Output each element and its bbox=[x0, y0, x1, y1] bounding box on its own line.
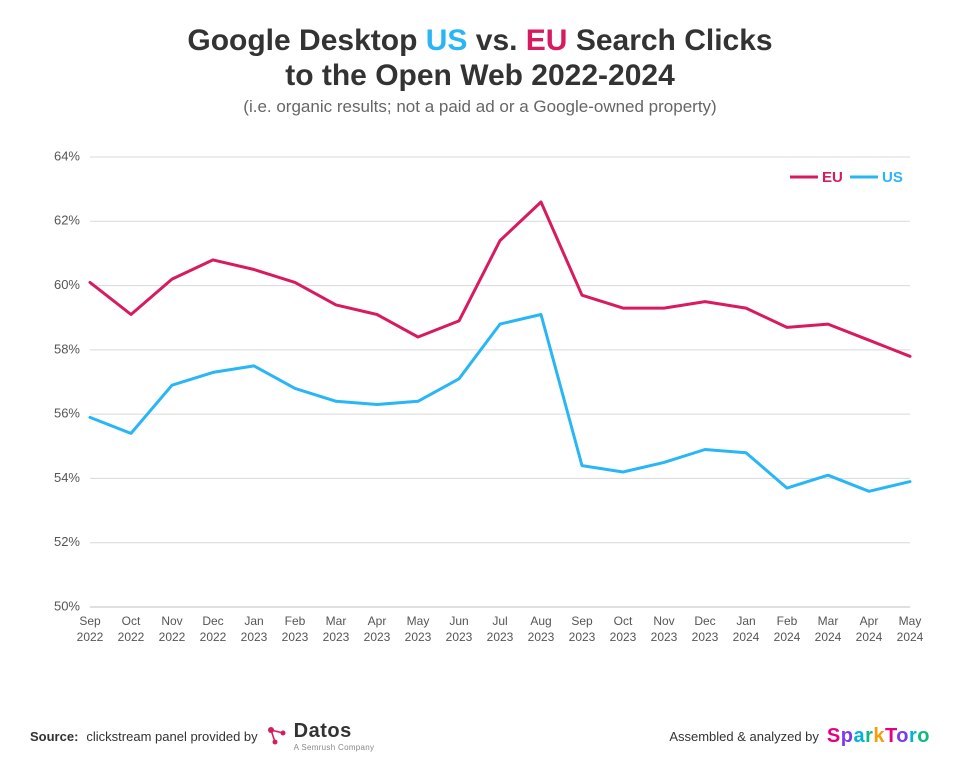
footer-right: Assembled & analyzed by SparkToro bbox=[669, 725, 930, 748]
x-axis-label-month: Jan bbox=[244, 614, 263, 628]
x-axis-label-year: 2024 bbox=[774, 630, 801, 644]
x-axis-label-month: Nov bbox=[161, 614, 182, 628]
y-axis-label: 64% bbox=[54, 148, 80, 163]
x-axis-label-month: Apr bbox=[860, 614, 879, 628]
y-axis-label: 50% bbox=[54, 598, 80, 613]
x-axis-label-month: Sep bbox=[571, 614, 593, 628]
datos-word: Datos bbox=[294, 720, 375, 743]
datos-sub: A Semrush Company bbox=[294, 743, 375, 752]
x-axis-label-year: 2023 bbox=[692, 630, 719, 644]
y-axis-label: 52% bbox=[54, 534, 80, 549]
x-axis-label-month: Jul bbox=[492, 614, 507, 628]
x-axis-label-month: Mar bbox=[326, 614, 347, 628]
x-axis-label-month: Dec bbox=[202, 614, 223, 628]
x-axis-label-year: 2022 bbox=[200, 630, 227, 644]
x-axis-label-year: 2023 bbox=[651, 630, 678, 644]
title-line1-post: Search Clicks bbox=[567, 24, 772, 57]
x-axis-label-year: 2022 bbox=[77, 630, 104, 644]
x-axis-label-year: 2023 bbox=[446, 630, 473, 644]
title-eu: EU bbox=[526, 24, 568, 57]
chart-subtitle: (i.e. organic results; not a paid ad or … bbox=[30, 97, 930, 117]
title-us: US bbox=[426, 24, 468, 57]
footer-left: Source: clickstream panel provided by Da… bbox=[30, 720, 374, 752]
y-axis-label: 56% bbox=[54, 406, 80, 421]
x-axis-label-month: Feb bbox=[777, 614, 798, 628]
datos-mark-icon bbox=[266, 725, 288, 747]
x-axis-label-month: Feb bbox=[285, 614, 306, 628]
x-axis-label-year: 2023 bbox=[569, 630, 596, 644]
x-axis-label-year: 2023 bbox=[282, 630, 309, 644]
x-axis-label-year: 2022 bbox=[118, 630, 145, 644]
legend-label-eu: EU bbox=[822, 169, 843, 186]
footer-source-text: clickstream panel provided by bbox=[86, 729, 257, 744]
title-line1-pre: Google Desktop bbox=[187, 24, 425, 57]
y-axis-label: 60% bbox=[54, 277, 80, 292]
series-line-eu bbox=[90, 202, 910, 356]
x-axis-label-year: 2022 bbox=[159, 630, 186, 644]
y-axis-label: 58% bbox=[54, 341, 80, 356]
series-line-us bbox=[90, 315, 910, 492]
datos-logo: Datos A Semrush Company bbox=[266, 720, 375, 752]
x-axis-label-month: May bbox=[407, 614, 430, 628]
y-axis-label: 54% bbox=[54, 470, 80, 485]
x-axis-label-month: Jan bbox=[736, 614, 755, 628]
chart-title: Google Desktop US vs. EU Search Clicks t… bbox=[30, 24, 930, 93]
y-axis-label: 62% bbox=[54, 213, 80, 228]
x-axis-label-month: Apr bbox=[368, 614, 387, 628]
x-axis-label-month: Oct bbox=[122, 614, 141, 628]
x-axis-label-year: 2023 bbox=[487, 630, 514, 644]
x-axis-label-month: Aug bbox=[530, 614, 551, 628]
title-line1-mid: vs. bbox=[467, 24, 525, 57]
x-axis-label-month: Jun bbox=[449, 614, 468, 628]
x-axis-label-year: 2024 bbox=[856, 630, 883, 644]
footer-right-text: Assembled & analyzed by bbox=[669, 729, 819, 744]
x-axis-label-month: Dec bbox=[694, 614, 715, 628]
x-axis-label-year: 2023 bbox=[528, 630, 555, 644]
x-axis-label-year: 2024 bbox=[815, 630, 842, 644]
line-chart-svg: 50% 52% 54% 56% 58% 60% 62% 64% Sep 2022 Oct 2022 No… bbox=[30, 147, 930, 667]
x-axis-label-month: Sep bbox=[79, 614, 101, 628]
x-axis-label-year: 2023 bbox=[364, 630, 391, 644]
x-axis-label-year: 2023 bbox=[610, 630, 637, 644]
x-axis-label-year: 2024 bbox=[897, 630, 924, 644]
legend-label-us: US bbox=[882, 169, 903, 186]
x-axis-label-month: Mar bbox=[818, 614, 839, 628]
chart-area: 50% 52% 54% 56% 58% 60% 62% 64% Sep 2022 Oct 2022 No… bbox=[30, 147, 930, 667]
x-axis-label-month: May bbox=[899, 614, 922, 628]
x-axis-label-month: Nov bbox=[653, 614, 674, 628]
x-axis-label-year: 2024 bbox=[733, 630, 760, 644]
sparktoro-logo: SparkToro bbox=[827, 725, 930, 748]
chart-footer: Source: clickstream panel provided by Da… bbox=[30, 720, 930, 752]
x-axis-label-year: 2023 bbox=[241, 630, 268, 644]
x-axis-label-year: 2023 bbox=[405, 630, 432, 644]
x-axis-label-month: Oct bbox=[614, 614, 633, 628]
title-line2: to the Open Web 2022-2024 bbox=[285, 59, 675, 92]
footer-source-prefix: Source: bbox=[30, 729, 78, 744]
x-axis-label-year: 2023 bbox=[323, 630, 350, 644]
